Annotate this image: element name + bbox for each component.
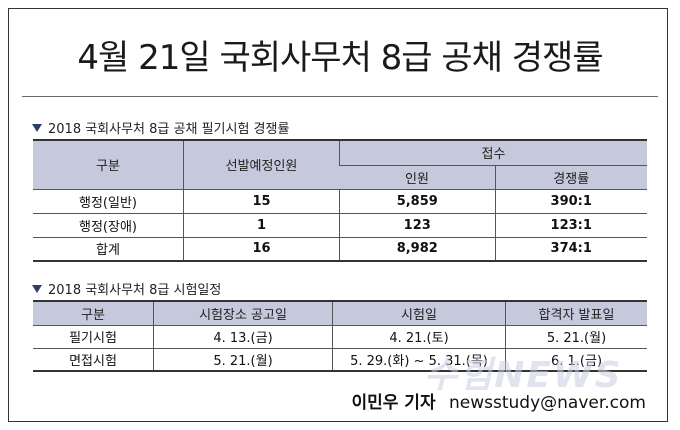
header-ratio: 경쟁률 — [494, 164, 647, 190]
schedule-table: 구분 시험장소 공고일 시험일 합격자 발표일 필기시험 4. 13.(금) 4… — [33, 300, 647, 372]
table-row: 필기시험 4. 13.(금) 4. 21.(토) 5. 21.(월) — [33, 324, 647, 349]
cell-exam-date: 5. 29.(화) ~ 5. 31.(목) — [332, 347, 506, 372]
cell-category: 행정(장애) — [33, 212, 184, 238]
cell-ratio: 390:1 — [494, 188, 647, 214]
cell-venue-notice: 5. 21.(월) — [153, 347, 333, 372]
table-row: 행정(일반) 15 5,859 390:1 — [33, 188, 647, 214]
byline: 이민우 기자 newsstudy@naver.com — [351, 388, 646, 413]
cell-ratio: 374:1 — [494, 236, 647, 262]
section2-heading-text: 2018 국회사무처 8급 시험일정 — [48, 283, 222, 298]
cell-exam-date: 4. 21.(토) — [332, 324, 506, 349]
cell-planned: 15 — [183, 188, 340, 214]
header-application: 접수 — [339, 139, 647, 166]
cell-applicants: 123 — [339, 212, 495, 238]
cell-result-date: 5. 21.(월) — [505, 324, 647, 349]
section1-heading-text: 2018 국회사무처 8급 공채 필기시험 경쟁률 — [48, 122, 290, 137]
triangle-bullet-icon — [32, 284, 42, 293]
header-category: 구분 — [33, 300, 154, 326]
header-venue-notice: 시험장소 공고일 — [153, 300, 333, 326]
section2-heading: 2018 국회사무처 8급 시험일정 — [32, 279, 221, 298]
page-title: 4월 21일 국회사무처 8급 공채 경쟁률 — [77, 38, 603, 78]
header-category: 구분 — [33, 139, 184, 190]
header-applicants: 인원 — [339, 164, 495, 190]
cell-planned: 1 — [183, 212, 340, 238]
section1-heading: 2018 국회사무처 8급 공채 필기시험 경쟁률 — [32, 118, 289, 137]
cell-applicants: 8,982 — [339, 236, 495, 262]
cell-ratio: 123:1 — [494, 212, 647, 238]
table-row: 합계 16 8,982 374:1 — [33, 236, 647, 262]
cell-category: 합계 — [33, 236, 184, 262]
watermark-logo: 수험NEWS — [424, 355, 623, 396]
triangle-bullet-icon — [32, 123, 42, 132]
header-planned: 선발예정인원 — [183, 139, 340, 190]
competition-table: 구분 선발예정인원 접수 인원 경쟁률 행정(일반) 15 5,859 390:… — [33, 139, 647, 262]
cell-category: 행정(일반) — [33, 188, 184, 214]
title-divider — [22, 96, 658, 97]
table-row: 행정(장애) 1 123 123:1 — [33, 212, 647, 238]
reporter-email: newsstudy@naver.com — [449, 393, 646, 413]
cell-category: 필기시험 — [33, 324, 154, 349]
cell-applicants: 5,859 — [339, 188, 495, 214]
header-exam-date: 시험일 — [332, 300, 506, 326]
cell-planned: 16 — [183, 236, 340, 262]
cell-category: 면접시험 — [33, 347, 154, 372]
header-result-date: 합격자 발표일 — [505, 300, 647, 326]
reporter-name: 이민우 기자 — [351, 393, 436, 413]
table-row: 면접시험 5. 21.(월) 5. 29.(화) ~ 5. 31.(목) 6. … — [33, 347, 647, 372]
cell-result-date: 6. 1.(금) — [505, 347, 647, 372]
cell-venue-notice: 4. 13.(금) — [153, 324, 333, 349]
